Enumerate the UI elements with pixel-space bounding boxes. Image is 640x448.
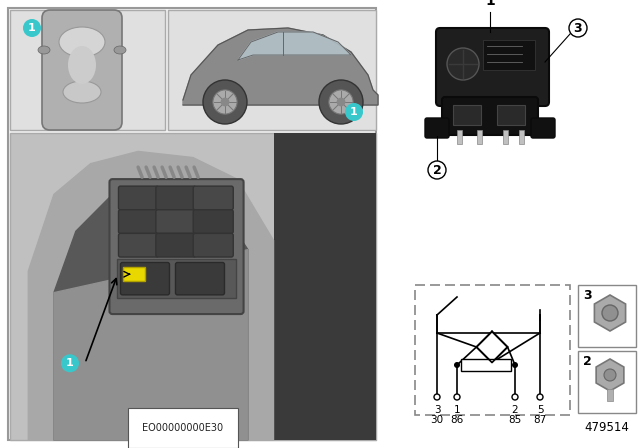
Circle shape [454, 362, 460, 368]
Text: 2: 2 [583, 355, 592, 368]
FancyBboxPatch shape [193, 233, 233, 257]
Text: 2: 2 [433, 164, 442, 177]
Text: 3: 3 [434, 405, 440, 415]
Circle shape [512, 394, 518, 400]
Bar [168, 10, 376, 130]
Polygon shape [54, 250, 248, 440]
Text: 85: 85 [508, 415, 522, 425]
Circle shape [329, 90, 353, 114]
FancyBboxPatch shape [193, 210, 233, 233]
Ellipse shape [68, 46, 96, 84]
Circle shape [537, 394, 543, 400]
Text: 479514: 479514 [584, 421, 629, 434]
Text: 1: 1 [28, 23, 36, 33]
Circle shape [203, 80, 247, 124]
FancyBboxPatch shape [120, 263, 170, 295]
Polygon shape [183, 28, 378, 105]
Text: 1: 1 [350, 107, 358, 117]
FancyBboxPatch shape [156, 186, 196, 210]
Circle shape [447, 48, 479, 80]
Circle shape [428, 161, 446, 179]
FancyBboxPatch shape [175, 263, 225, 295]
Bar [457, 130, 462, 144]
FancyBboxPatch shape [436, 28, 549, 106]
Circle shape [23, 19, 41, 37]
Bar [483, 40, 535, 70]
Ellipse shape [59, 27, 105, 57]
Circle shape [213, 90, 237, 114]
Bar [607, 389, 613, 401]
Circle shape [604, 369, 616, 381]
Bar [10, 10, 165, 130]
Circle shape [434, 394, 440, 400]
Circle shape [345, 103, 363, 121]
Circle shape [602, 305, 618, 321]
Bar [578, 351, 636, 413]
Text: 2: 2 [512, 405, 518, 415]
Bar [497, 105, 525, 125]
Bar [477, 130, 482, 144]
Ellipse shape [63, 81, 101, 103]
FancyBboxPatch shape [156, 233, 196, 257]
Text: 3: 3 [573, 22, 582, 34]
Bar [273, 133, 376, 440]
Text: 30: 30 [431, 415, 444, 425]
FancyBboxPatch shape [118, 210, 159, 233]
Circle shape [337, 98, 346, 106]
Text: EO00000000E30: EO00000000E30 [143, 423, 223, 433]
Bar [123, 267, 145, 281]
Text: 3: 3 [583, 289, 591, 302]
Circle shape [569, 19, 587, 37]
Text: 1: 1 [66, 358, 74, 368]
Polygon shape [476, 332, 508, 362]
Text: 1: 1 [485, 0, 495, 8]
FancyBboxPatch shape [425, 118, 449, 138]
Circle shape [319, 80, 363, 124]
Text: 5: 5 [537, 405, 543, 415]
Ellipse shape [114, 46, 126, 54]
Bar [578, 285, 636, 347]
Bar [461, 359, 511, 371]
FancyBboxPatch shape [42, 10, 122, 130]
Bar [453, 105, 481, 125]
Circle shape [61, 354, 79, 372]
Circle shape [221, 98, 229, 106]
Polygon shape [238, 32, 351, 60]
Bar [503, 130, 508, 144]
FancyBboxPatch shape [156, 210, 196, 233]
Bar [8, 8, 376, 440]
FancyBboxPatch shape [118, 233, 159, 257]
Bar [10, 133, 376, 440]
FancyBboxPatch shape [109, 179, 244, 314]
FancyBboxPatch shape [118, 186, 159, 210]
Ellipse shape [38, 46, 50, 54]
Bar [519, 130, 524, 144]
Bar [415, 285, 570, 415]
Text: 87: 87 [533, 415, 547, 425]
Polygon shape [54, 182, 248, 440]
Text: 1: 1 [454, 405, 460, 415]
Text: 86: 86 [451, 415, 463, 425]
FancyBboxPatch shape [193, 186, 233, 210]
Polygon shape [28, 151, 273, 440]
Circle shape [512, 362, 518, 368]
Circle shape [454, 394, 460, 400]
FancyBboxPatch shape [531, 118, 555, 138]
FancyBboxPatch shape [442, 97, 538, 135]
Bar [118, 259, 236, 298]
